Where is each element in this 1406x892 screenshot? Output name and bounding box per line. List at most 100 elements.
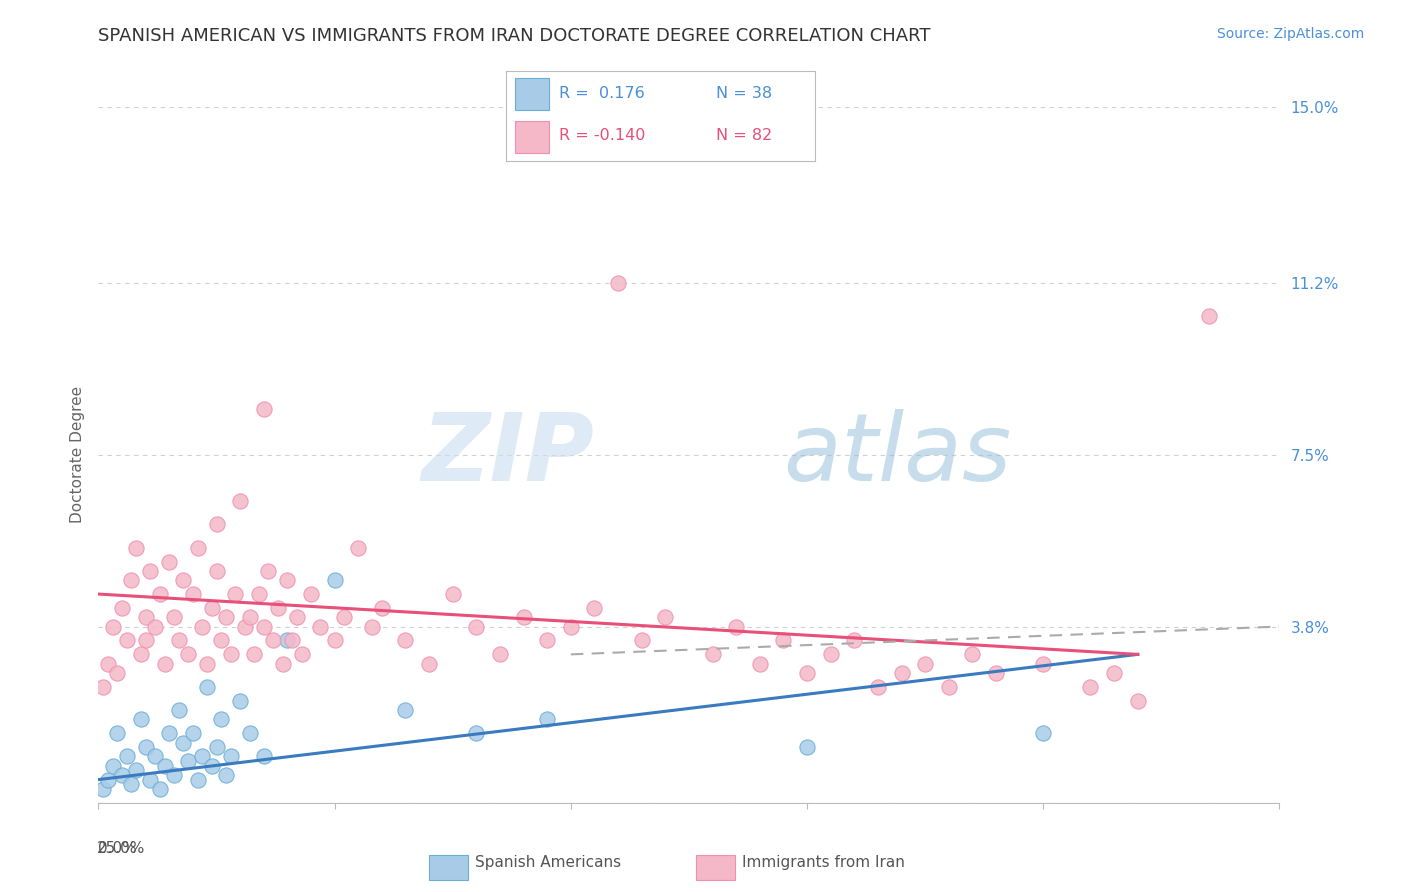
Point <box>167 633 190 648</box>
Point <box>97 772 120 787</box>
Point <box>172 735 194 749</box>
Point <box>1080 680 1102 694</box>
Point <box>111 601 134 615</box>
Point <box>702 648 724 662</box>
Point <box>224 587 246 601</box>
Point <box>890 665 912 680</box>
Point <box>163 610 186 624</box>
Point <box>267 601 290 615</box>
Point <box>201 758 224 772</box>
Point <box>536 712 558 726</box>
Point <box>560 619 582 633</box>
Point <box>177 648 200 662</box>
Point <box>129 712 152 726</box>
Point <box>219 648 242 662</box>
Point <box>177 754 200 768</box>
Text: Spanish Americans: Spanish Americans <box>475 855 621 870</box>
Point <box>361 619 384 633</box>
Point <box>157 555 180 569</box>
Text: ZIP: ZIP <box>422 409 595 501</box>
Point <box>215 610 238 624</box>
Point <box>725 619 748 633</box>
Point <box>187 541 209 555</box>
Point <box>796 665 818 680</box>
Point <box>121 777 143 791</box>
Point <box>125 541 148 555</box>
Point <box>285 610 308 624</box>
Point <box>233 619 256 633</box>
Point <box>139 772 162 787</box>
Point <box>820 648 842 662</box>
Point <box>139 564 162 578</box>
Point <box>1126 694 1149 708</box>
Point <box>115 749 138 764</box>
Point <box>281 633 304 648</box>
Text: R =  0.176: R = 0.176 <box>558 87 644 101</box>
Point <box>201 601 224 615</box>
Point <box>229 694 252 708</box>
Point <box>91 680 114 694</box>
Point <box>167 703 190 717</box>
Text: 0.0%: 0.0% <box>98 841 138 856</box>
Point <box>172 573 194 587</box>
Point <box>984 665 1007 680</box>
Point <box>187 772 209 787</box>
Point <box>253 401 276 416</box>
Point <box>323 573 346 587</box>
Point <box>215 768 238 782</box>
Point <box>143 619 166 633</box>
Point <box>195 657 218 671</box>
Point <box>938 680 960 694</box>
Point <box>149 587 172 601</box>
Point <box>914 657 936 671</box>
Point <box>309 619 332 633</box>
Point <box>191 619 214 633</box>
Point <box>219 749 242 764</box>
Point <box>153 758 176 772</box>
Point <box>1198 309 1220 323</box>
Point <box>271 657 294 671</box>
Point <box>135 740 157 755</box>
Point <box>630 633 652 648</box>
Point <box>536 633 558 648</box>
Point <box>247 587 270 601</box>
Point <box>844 633 866 648</box>
Point <box>239 610 262 624</box>
Point <box>101 619 124 633</box>
Point <box>441 587 464 601</box>
Point <box>129 648 152 662</box>
Point <box>333 610 356 624</box>
Point <box>135 633 157 648</box>
Point <box>205 740 228 755</box>
Point <box>257 564 280 578</box>
Point <box>394 633 416 648</box>
Text: N = 38: N = 38 <box>717 87 773 101</box>
Y-axis label: Doctorate Degree: Doctorate Degree <box>69 386 84 524</box>
Point <box>394 703 416 717</box>
FancyBboxPatch shape <box>516 78 550 110</box>
Point <box>91 781 114 796</box>
Text: atlas: atlas <box>783 409 1012 500</box>
Text: SPANISH AMERICAN VS IMMIGRANTS FROM IRAN DOCTORATE DEGREE CORRELATION CHART: SPANISH AMERICAN VS IMMIGRANTS FROM IRAN… <box>98 27 931 45</box>
Point <box>209 633 232 648</box>
Point <box>418 657 440 671</box>
Point <box>748 657 770 671</box>
Point <box>115 633 138 648</box>
Point <box>323 633 346 648</box>
Text: Source: ZipAtlas.com: Source: ZipAtlas.com <box>1216 27 1364 41</box>
Point <box>163 768 186 782</box>
Point <box>866 680 889 694</box>
Point <box>209 712 232 726</box>
Point <box>290 648 312 662</box>
Point <box>135 610 157 624</box>
Point <box>276 633 298 648</box>
Point <box>465 726 488 740</box>
Point <box>796 740 818 755</box>
Point <box>347 541 370 555</box>
Point <box>97 657 120 671</box>
Point <box>299 587 322 601</box>
Point <box>157 726 180 740</box>
Point <box>101 758 124 772</box>
Point <box>181 587 204 601</box>
Text: 25.0%: 25.0% <box>97 841 146 856</box>
